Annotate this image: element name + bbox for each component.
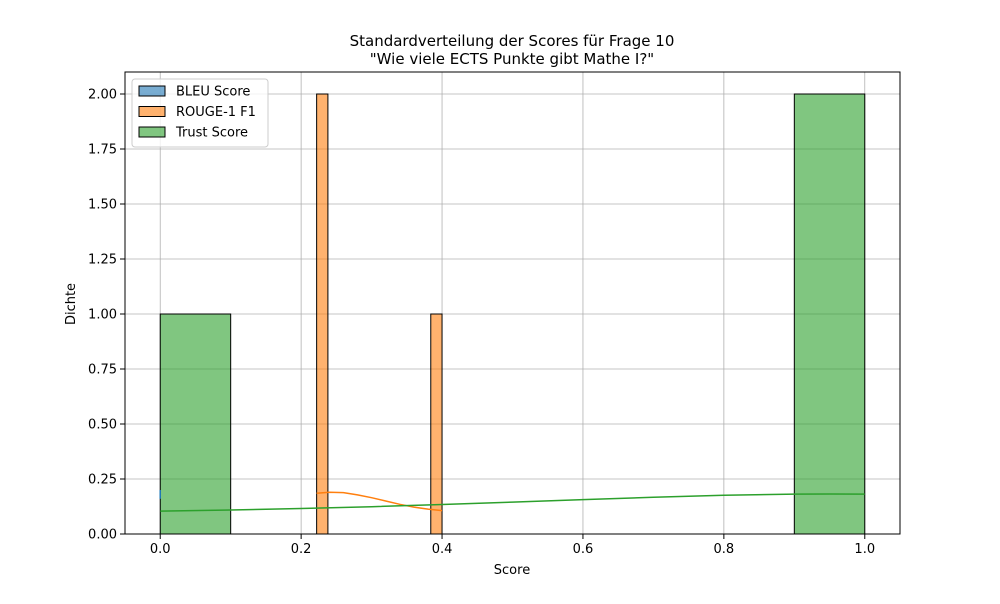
y-tick-label: 1.00	[88, 308, 117, 323]
y-tick-label: 1.50	[88, 198, 117, 213]
bar	[430, 313, 443, 535]
bar	[316, 93, 329, 535]
y-axis-label: Dichte	[64, 283, 79, 325]
x-tick-label: 1.0	[854, 542, 875, 557]
kde-line	[316, 491, 443, 512]
bar	[793, 93, 866, 535]
plot-area	[124, 71, 901, 535]
legend-swatch	[138, 106, 166, 117]
x-tick-label: 0.6	[573, 542, 594, 557]
legend-label: ROUGE-1 F1	[176, 105, 256, 120]
x-tick-label: 0.4	[432, 542, 453, 557]
y-tick-label: 0.50	[88, 418, 117, 433]
legend-label: Trust Score	[175, 126, 248, 141]
y-tick-label: 0.00	[88, 528, 117, 543]
y-tick-label: 2.00	[88, 88, 117, 103]
legend-swatch	[138, 85, 166, 97]
legend-box	[131, 78, 269, 148]
x-tick-label: 0.2	[291, 542, 312, 557]
y-tick-label: 1.25	[88, 253, 117, 268]
y-tick-label: 0.25	[88, 473, 117, 488]
kde-line	[160, 493, 865, 512]
legend-label: BLEU Score	[176, 85, 250, 100]
chart-title: Standardverteilung der Scores für Frage …	[350, 32, 675, 50]
kde-curves	[159, 490, 865, 512]
bar	[159, 313, 232, 535]
legend-swatch	[138, 126, 166, 138]
chart-subtitle: "Wie viele ECTS Punkte gibt Mathe I?"	[370, 50, 654, 68]
legend: BLEU Score ROUGE-1 F1 Trust Score	[131, 78, 269, 148]
y-tick-label: 0.75	[88, 363, 117, 378]
x-tick-label: 0.0	[150, 542, 171, 557]
x-axis-label: Score	[494, 563, 530, 578]
y-tick-label: 1.75	[88, 143, 117, 158]
x-tick-label: 0.8	[714, 542, 735, 557]
axis-ticks: 0.0 0.2 0.4 0.6 0.8 1.0 0.00 0.25 0.50 0.75 1.00 1.…	[88, 88, 875, 558]
bars	[159, 93, 866, 535]
